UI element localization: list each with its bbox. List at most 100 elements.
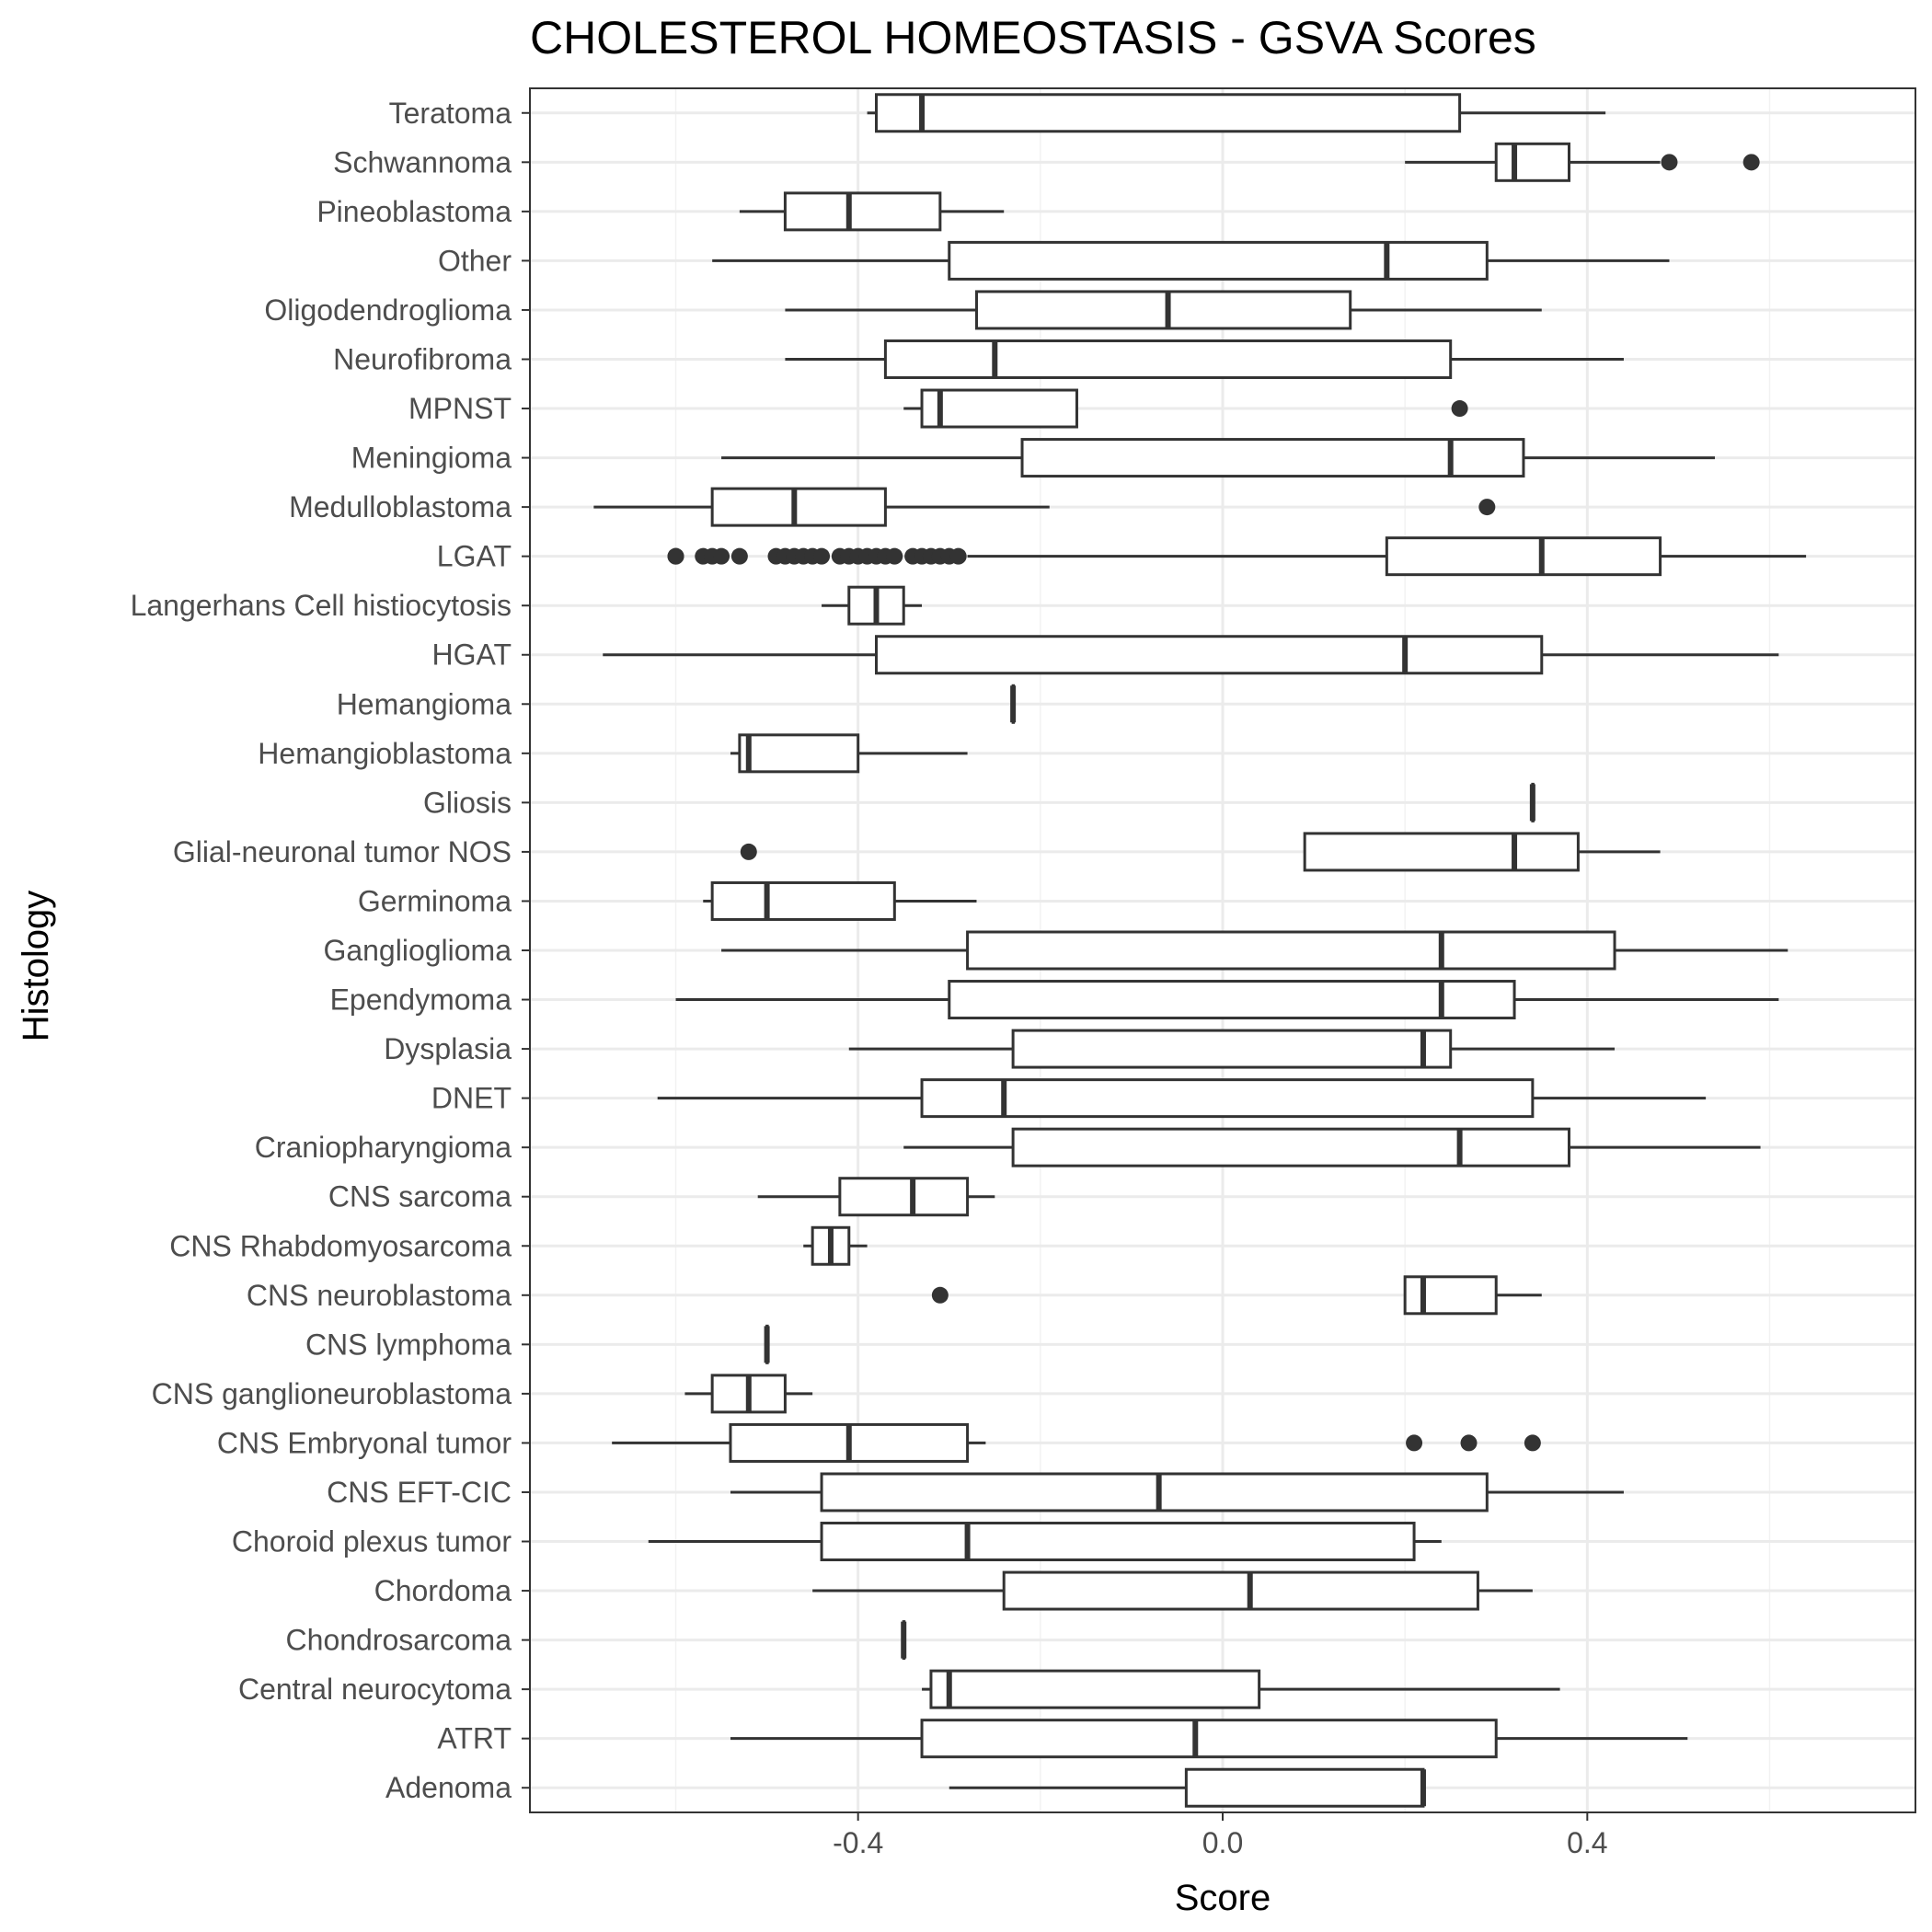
box-iqr bbox=[966, 930, 1616, 971]
y-tick-label: CNS sarcoma bbox=[328, 1180, 512, 1213]
outlier-point bbox=[813, 547, 831, 565]
box-iqr bbox=[929, 1669, 1261, 1709]
box-teratoma bbox=[867, 93, 1606, 133]
box-mpnst bbox=[903, 388, 1468, 429]
y-axis-title: Histology bbox=[16, 891, 56, 1042]
box-langerhans-cell-histiocytosis bbox=[822, 585, 923, 626]
x-tick-label: -0.4 bbox=[833, 1826, 883, 1859]
box-iqr bbox=[820, 1472, 1489, 1512]
outlier-point bbox=[740, 843, 757, 860]
box-iqr bbox=[948, 980, 1516, 1020]
box-ganglioglioma bbox=[721, 930, 1788, 971]
outlier-point bbox=[1406, 1434, 1423, 1452]
y-tick-label: CNS EFT-CIC bbox=[327, 1476, 512, 1509]
box-iqr bbox=[1494, 142, 1570, 182]
box-hemangioma bbox=[1010, 684, 1017, 724]
y-tick-label: LGAT bbox=[437, 540, 512, 573]
box-iqr bbox=[974, 290, 1352, 330]
y-tick-label: CNS lymphoma bbox=[305, 1328, 512, 1361]
y-tick-label: Glial-neuronal tumor NOS bbox=[173, 835, 512, 868]
y-tick-label: CNS Embryonal tumor bbox=[217, 1426, 512, 1459]
y-tick-label: Hemangioma bbox=[337, 687, 512, 720]
y-tick-label: Medulloblastoma bbox=[289, 490, 512, 523]
y-tick-label: Gliosis bbox=[423, 786, 512, 819]
box-iqr bbox=[883, 339, 1453, 379]
box-iqr bbox=[1385, 536, 1662, 577]
box-adenoma bbox=[949, 1767, 1426, 1808]
box-iqr bbox=[920, 388, 1078, 429]
box-iqr bbox=[710, 487, 887, 527]
box-iqr bbox=[1184, 1767, 1425, 1808]
box-hgat bbox=[603, 635, 1779, 675]
box-iqr bbox=[1403, 1275, 1498, 1316]
x-axis-title: Score bbox=[1175, 1878, 1271, 1918]
y-tick-label: Ependymoma bbox=[330, 983, 512, 1017]
y-tick-label: Neurofibroma bbox=[333, 342, 512, 375]
y-tick-label: Langerhans Cell histiocytosis bbox=[131, 589, 512, 622]
box-other bbox=[712, 240, 1670, 281]
box-cns-rhabdomyosarcoma bbox=[803, 1225, 868, 1266]
x-axis: -0.4 0.0 0.4 bbox=[833, 1812, 1608, 1859]
box-germinoma bbox=[703, 880, 977, 921]
box-iqr bbox=[920, 1719, 1498, 1759]
y-tick-label: Adenoma bbox=[385, 1771, 512, 1804]
box-iqr bbox=[875, 93, 1462, 133]
box-cns-embryonal-tumor bbox=[612, 1422, 1541, 1463]
box-cns-neuroblastoma bbox=[931, 1275, 1542, 1316]
box-dysplasia bbox=[848, 1029, 1616, 1069]
box-iqr bbox=[1002, 1570, 1479, 1611]
box-iqr bbox=[838, 1177, 970, 1217]
box-choroid-plexus-tumor bbox=[648, 1522, 1442, 1562]
y-tick-label: MPNST bbox=[408, 392, 512, 425]
y-tick-label: CNS neuroblastoma bbox=[247, 1279, 512, 1312]
box-iqr bbox=[820, 1522, 1416, 1562]
y-tick-label: Chordoma bbox=[374, 1574, 512, 1607]
box-lgat bbox=[667, 536, 1807, 577]
box-cns-sarcoma bbox=[757, 1177, 995, 1217]
y-tick-label: DNET bbox=[431, 1082, 512, 1115]
y-tick-label: ATRT bbox=[437, 1722, 512, 1755]
box-ependymoma bbox=[675, 980, 1779, 1020]
box-iqr bbox=[1011, 1127, 1570, 1167]
y-tick-label: Teratoma bbox=[389, 97, 512, 130]
box-iqr bbox=[710, 880, 896, 921]
y-tick-label: Schwannoma bbox=[333, 145, 512, 178]
x-tick-label: 0.4 bbox=[1567, 1826, 1607, 1859]
chart-title: CHOLESTEROL HOMEOSTASIS - GSVA Scores bbox=[530, 12, 1536, 63]
box-chondrosarcoma bbox=[901, 1620, 907, 1661]
y-tick-label: CNS ganglioneuroblastoma bbox=[152, 1377, 512, 1410]
box-cns-lymphoma bbox=[764, 1324, 770, 1364]
y-tick-label: Pineoblastoma bbox=[316, 195, 512, 228]
outlier-point bbox=[713, 547, 730, 565]
outlier-point bbox=[1661, 154, 1678, 171]
box-pineoblastoma bbox=[739, 191, 1005, 232]
box-iqr bbox=[1303, 832, 1580, 872]
box-medulloblastoma bbox=[593, 487, 1496, 527]
outlier-point bbox=[667, 547, 684, 565]
y-tick-label: Other bbox=[438, 244, 512, 277]
box-cns-eft-cic bbox=[730, 1472, 1624, 1512]
outlier-point bbox=[1524, 1434, 1541, 1452]
box-iqr bbox=[948, 240, 1489, 281]
box-neurofibroma bbox=[785, 339, 1624, 379]
x-tick-label: 0.0 bbox=[1202, 1826, 1243, 1859]
y-tick-label: HGAT bbox=[431, 638, 512, 672]
outlier-point bbox=[886, 547, 903, 565]
box-schwannoma bbox=[1405, 142, 1760, 182]
box-cns-ganglioneuroblastoma bbox=[684, 1374, 813, 1414]
y-tick-label: Germinoma bbox=[358, 884, 512, 917]
y-tick-label: Meningioma bbox=[351, 442, 512, 475]
box-glial-neuronal-tumor-nos bbox=[740, 832, 1661, 872]
outlier-point bbox=[1742, 154, 1760, 171]
outlier-point bbox=[1451, 400, 1468, 418]
y-tick-label: Dysplasia bbox=[384, 1032, 512, 1065]
box-hemangioblastoma bbox=[730, 733, 968, 774]
y-tick-label: Hemangioblastoma bbox=[258, 737, 512, 770]
outlier-point bbox=[1460, 1434, 1478, 1452]
box-atrt bbox=[730, 1719, 1688, 1759]
y-tick-label: CNS Rhabdomyosarcoma bbox=[169, 1229, 512, 1262]
box-iqr bbox=[1020, 438, 1525, 478]
box-iqr bbox=[875, 635, 1544, 675]
y-tick-label: Choroid plexus tumor bbox=[232, 1525, 512, 1558]
